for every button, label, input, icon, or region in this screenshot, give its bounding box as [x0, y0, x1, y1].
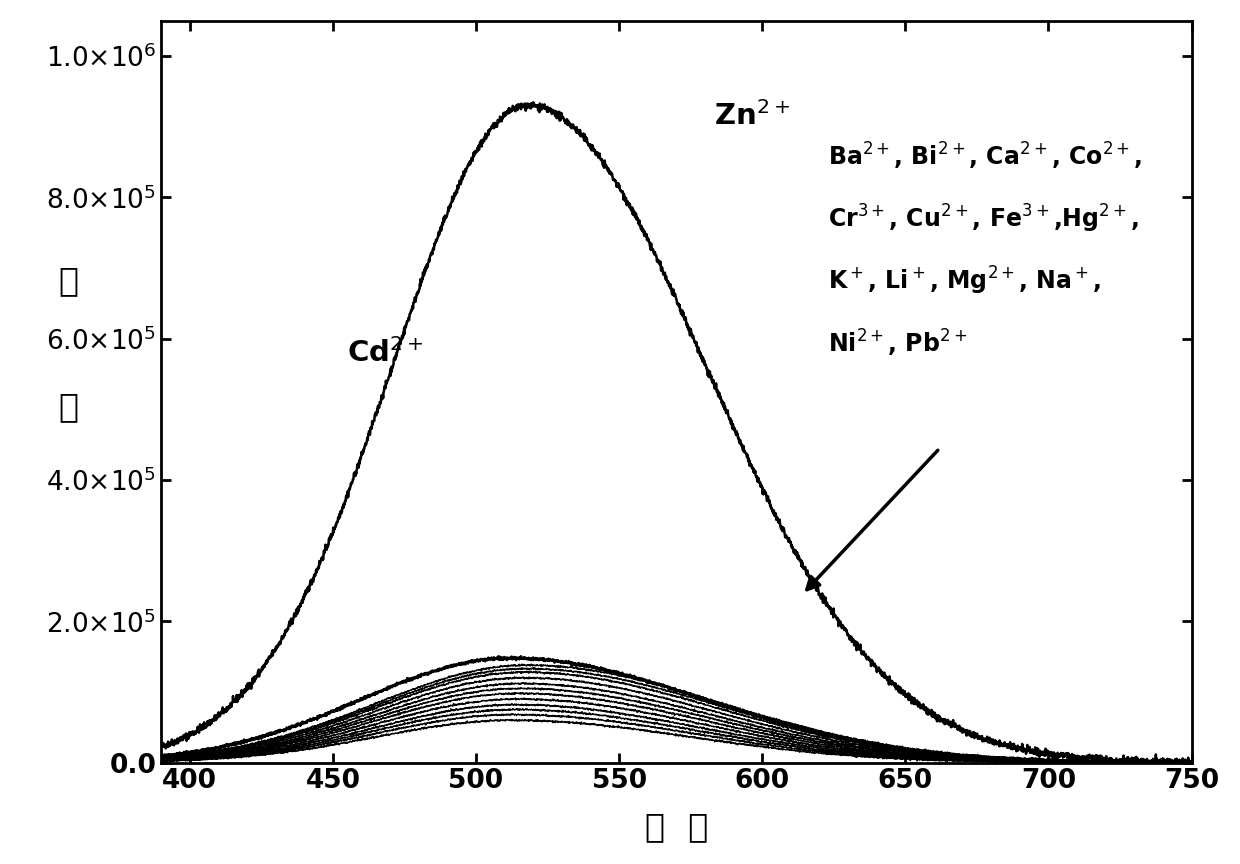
Text: Ni$^{2+}$, Pb$^{2+}$: Ni$^{2+}$, Pb$^{2+}$	[828, 327, 967, 359]
Text: Cd$^{2+}$: Cd$^{2+}$	[347, 338, 424, 368]
Text: Cr$^{3+}$, Cu$^{2+}$, Fe$^{3+}$,Hg$^{2+}$,: Cr$^{3+}$, Cu$^{2+}$, Fe$^{3+}$,Hg$^{2+}…	[828, 203, 1140, 235]
Text: 度: 度	[58, 390, 78, 423]
Text: Zn$^{2+}$: Zn$^{2+}$	[713, 101, 790, 131]
Text: K$^+$, Li$^+$, Mg$^{2+}$, Na$^+$,: K$^+$, Li$^+$, Mg$^{2+}$, Na$^+$,	[828, 265, 1101, 297]
X-axis label: 波  长: 波 长	[645, 810, 708, 843]
Text: Ba$^{2+}$, Bi$^{2+}$, Ca$^{2+}$, Co$^{2+}$,: Ba$^{2+}$, Bi$^{2+}$, Ca$^{2+}$, Co$^{2+…	[828, 141, 1142, 172]
Text: 强: 强	[58, 264, 78, 297]
